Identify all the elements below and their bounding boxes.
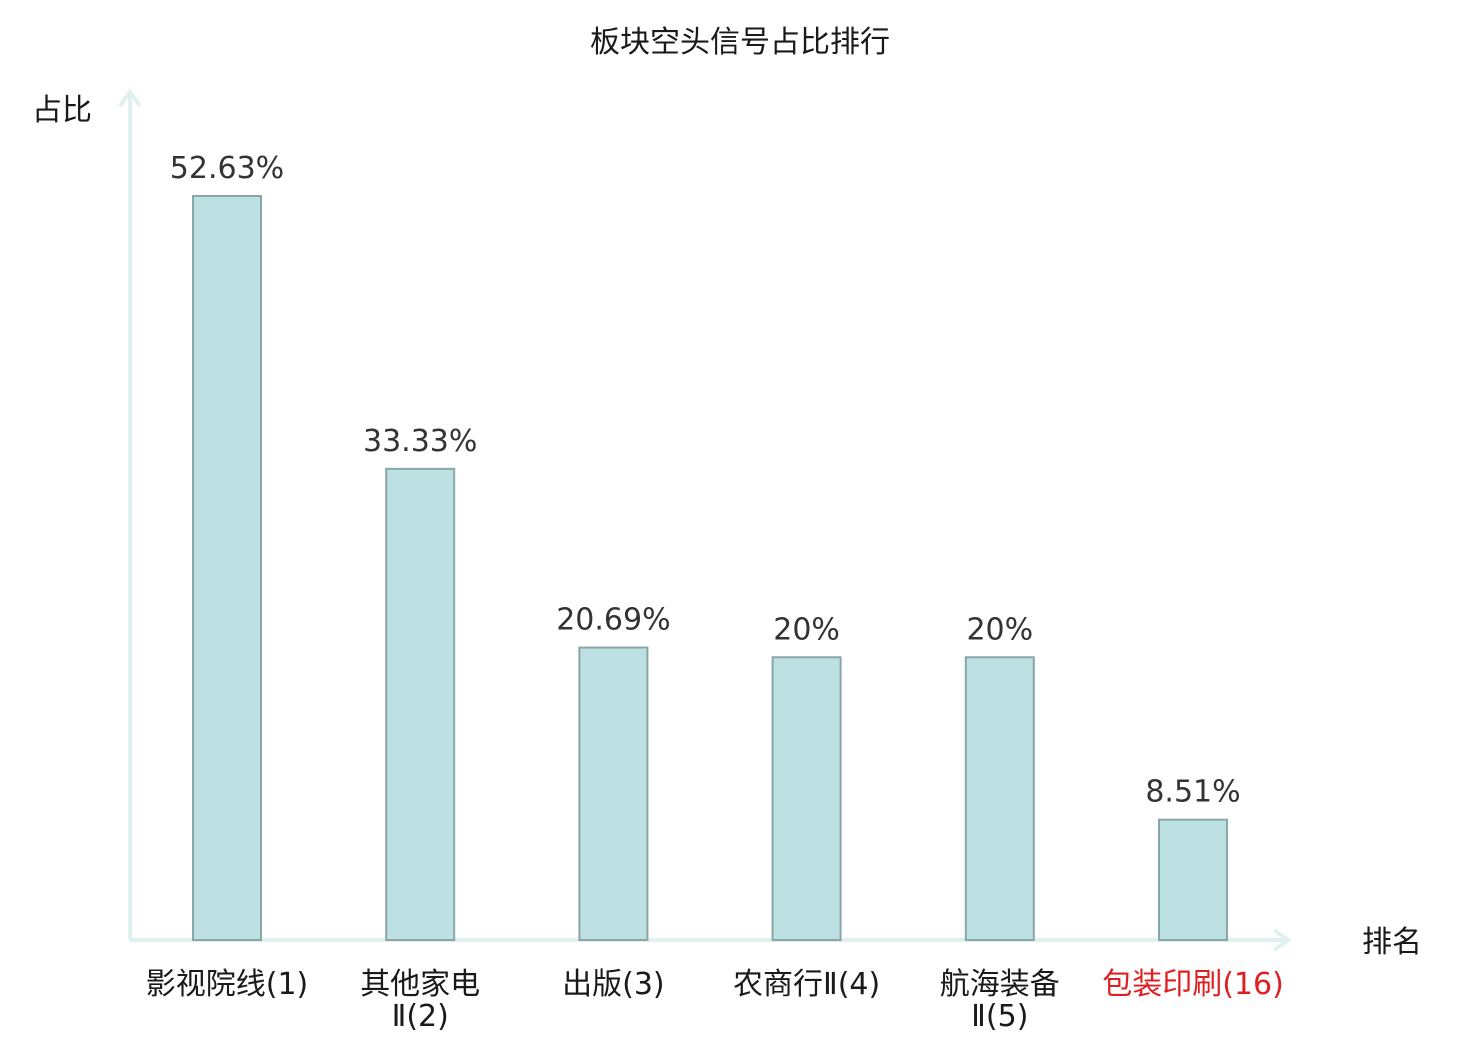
value-label-4: 20% (966, 612, 1033, 647)
category-label-4: 航海装备 Ⅱ(5) (940, 967, 1060, 1034)
bars-group (192, 195, 1228, 942)
value-label-5: 8.51% (1145, 775, 1240, 810)
bar-0 (192, 195, 262, 941)
category-label-line: Ⅱ(2) (392, 999, 449, 1034)
y-axis-arrow (118, 88, 142, 108)
category-label-line: 出版(3) (562, 967, 665, 1002)
category-label-2: 出版(3) (562, 967, 665, 1002)
bar-5 (1158, 818, 1228, 942)
category-label-line: 其他家电 (360, 967, 480, 1002)
value-label-1: 33.33% (363, 424, 477, 459)
axes (118, 88, 1292, 952)
value-label-3: 20% (773, 612, 840, 647)
x-axis-arrow (1272, 928, 1292, 952)
bar-2 (578, 646, 649, 941)
category-label-line: 农商行Ⅱ(4) (733, 967, 880, 1002)
category-label-line: 包装印刷(16) (1102, 967, 1284, 1002)
bar-3 (771, 656, 842, 942)
bar-1 (385, 467, 456, 941)
bar-4 (964, 656, 1035, 942)
category-label-0: 影视院线(1) (146, 967, 309, 1002)
x-axis-label: 排名 (1362, 925, 1422, 960)
category-label-1: 其他家电 Ⅱ(2) (360, 967, 480, 1034)
category-label-line: 影视院线(1) (146, 967, 309, 1002)
value-labels-group: 52.63% 33.33% 20.69% 20% 20% 8.51% (170, 151, 1241, 810)
category-label-line: Ⅱ(5) (971, 999, 1028, 1034)
y-axis-label: 占比 (32, 93, 92, 128)
category-label-line: 航海装备 (940, 967, 1060, 1002)
chart-title: 板块空头信号占比排行 (590, 25, 890, 60)
category-label-3: 农商行Ⅱ(4) (733, 967, 880, 1002)
value-label-0: 52.63% (170, 151, 284, 186)
category-labels-group: 影视院线(1) 其他家电 Ⅱ(2) 出版(3) 农商行Ⅱ(4) 航海装备 Ⅱ(5) 包装印刷(… (146, 967, 1284, 1034)
value-label-2: 20.69% (556, 603, 670, 638)
category-label-5: 包装印刷(16) (1102, 967, 1284, 1002)
